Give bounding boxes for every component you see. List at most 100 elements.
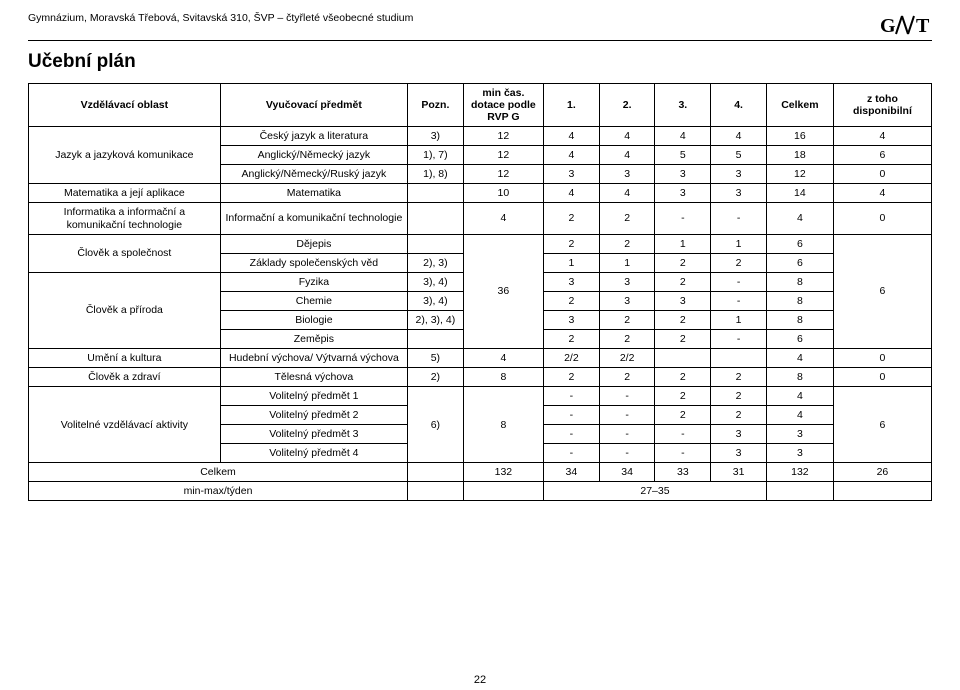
y4-cell: 1 xyxy=(711,310,767,329)
y1-cell: 2 xyxy=(544,368,600,387)
min-cell: 4 xyxy=(463,348,543,367)
pozn-cell: 5) xyxy=(408,348,464,367)
min-cell: 12 xyxy=(463,146,543,165)
y2-cell: 4 xyxy=(599,146,655,165)
pozn-cell: 2) xyxy=(408,368,464,387)
y4-cell: 5 xyxy=(711,146,767,165)
y1-cell: 34 xyxy=(544,463,600,482)
pozn-cell: 3) xyxy=(408,127,464,146)
area-cell: Člověk a společnost xyxy=(29,234,221,272)
sum-cell: 4 xyxy=(766,348,833,367)
y2-cell: - xyxy=(599,406,655,425)
y3-cell: 2 xyxy=(655,272,711,291)
y2-cell: - xyxy=(599,425,655,444)
disp-cell: 0 xyxy=(833,203,931,234)
y2-cell: 2 xyxy=(599,310,655,329)
subject-cell: Volitelný předmět 1 xyxy=(220,387,407,406)
y3-cell: 2 xyxy=(655,329,711,348)
y4-cell: - xyxy=(711,291,767,310)
min-cell: 4 xyxy=(463,203,543,234)
table-row: Informatika a informační a komunikační t… xyxy=(29,203,932,234)
y2-cell: 3 xyxy=(599,291,655,310)
pozn-cell: 2), 3), 4) xyxy=(408,310,464,329)
y2-cell: 4 xyxy=(599,127,655,146)
page-number: 22 xyxy=(0,674,960,686)
min-cell: 8 xyxy=(463,387,543,463)
y2-cell: 2/2 xyxy=(599,348,655,367)
disp-cell: 26 xyxy=(833,463,931,482)
col-y3: 3. xyxy=(655,84,711,127)
sum-cell: 132 xyxy=(766,463,833,482)
y4-cell: 2 xyxy=(711,387,767,406)
y4-cell xyxy=(711,348,767,367)
subject-cell: Matematika xyxy=(220,184,407,203)
area-cell: Jazyk a jazyková komunikace xyxy=(29,127,221,184)
area-cell: Člověk a příroda xyxy=(29,272,221,348)
svg-text:T: T xyxy=(916,15,930,37)
y1-cell: - xyxy=(544,387,600,406)
y3-cell: 3 xyxy=(655,291,711,310)
y3-cell: - xyxy=(655,444,711,463)
subject-cell: Biologie xyxy=(220,310,407,329)
y2-cell: 2 xyxy=(599,329,655,348)
y4-cell: 4 xyxy=(711,127,767,146)
y4-cell: - xyxy=(711,272,767,291)
y1-cell: 3 xyxy=(544,165,600,184)
subject-cell: Zeměpis xyxy=(220,329,407,348)
subject-cell: Tělesná výchova xyxy=(220,368,407,387)
pozn-cell xyxy=(408,329,464,348)
minmax-label: min-max/týden xyxy=(29,482,408,501)
y2-cell: 2 xyxy=(599,203,655,234)
y4-cell: 3 xyxy=(711,184,767,203)
col-subject: Vyučovací předmět xyxy=(220,84,407,127)
area-cell: Matematika a její aplikace xyxy=(29,184,221,203)
subject-cell: Hudební výchova/ Výtvarná výchova xyxy=(220,348,407,367)
table-header-row: Vzdělávací oblast Vyučovací předmět Pozn… xyxy=(29,84,932,127)
y3-cell: 4 xyxy=(655,127,711,146)
sum-cell: 6 xyxy=(766,253,833,272)
min-cell: 12 xyxy=(463,127,543,146)
area-cell: Volitelné vzdělávací aktivity xyxy=(29,387,221,463)
minmax-value: 27–35 xyxy=(544,482,767,501)
table-row: Jazyk a jazyková komunikace Český jazyk … xyxy=(29,127,932,146)
y1-cell: 2/2 xyxy=(544,348,600,367)
y3-cell: 2 xyxy=(655,406,711,425)
area-cell: Člověk a zdraví xyxy=(29,368,221,387)
y4-cell: - xyxy=(711,203,767,234)
y1-cell: 4 xyxy=(544,146,600,165)
min-cell: 10 xyxy=(463,184,543,203)
y3-cell: 1 xyxy=(655,234,711,253)
sum-cell: 8 xyxy=(766,272,833,291)
y2-cell: 1 xyxy=(599,253,655,272)
subject-cell: Volitelný předmět 2 xyxy=(220,406,407,425)
min-cell: 8 xyxy=(463,368,543,387)
disp-cell: 4 xyxy=(833,184,931,203)
y1-cell: 3 xyxy=(544,310,600,329)
pozn-cell xyxy=(408,234,464,253)
subject-cell: Anglický/Německý jazyk xyxy=(220,146,407,165)
pozn-cell: 6) xyxy=(408,387,464,463)
subject-cell: Dějepis xyxy=(220,234,407,253)
page-title: Učební plán xyxy=(28,51,932,73)
y3-cell: 2 xyxy=(655,253,711,272)
y4-cell: 2 xyxy=(711,253,767,272)
y2-cell: 2 xyxy=(599,368,655,387)
sum-cell: 16 xyxy=(766,127,833,146)
min-cell: 132 xyxy=(463,463,543,482)
sum-cell: 8 xyxy=(766,310,833,329)
subject-cell: Anglický/Německý/Ruský jazyk xyxy=(220,165,407,184)
subject-cell: Fyzika xyxy=(220,272,407,291)
sum-cell: 4 xyxy=(766,203,833,234)
y3-cell: 2 xyxy=(655,387,711,406)
pozn-cell xyxy=(408,482,464,501)
table-row: Matematika a její aplikace Matematika 10… xyxy=(29,184,932,203)
svg-text:G: G xyxy=(880,15,896,37)
y4-cell: - xyxy=(711,329,767,348)
subject-cell: Volitelný předmět 4 xyxy=(220,444,407,463)
y2-cell: 34 xyxy=(599,463,655,482)
table-minmax-row: min-max/týden 27–35 xyxy=(29,482,932,501)
pozn-cell: 1), 8) xyxy=(408,165,464,184)
y1-cell: 1 xyxy=(544,253,600,272)
y2-cell: - xyxy=(599,444,655,463)
col-min: min čas. dotace podle RVP G xyxy=(463,84,543,127)
